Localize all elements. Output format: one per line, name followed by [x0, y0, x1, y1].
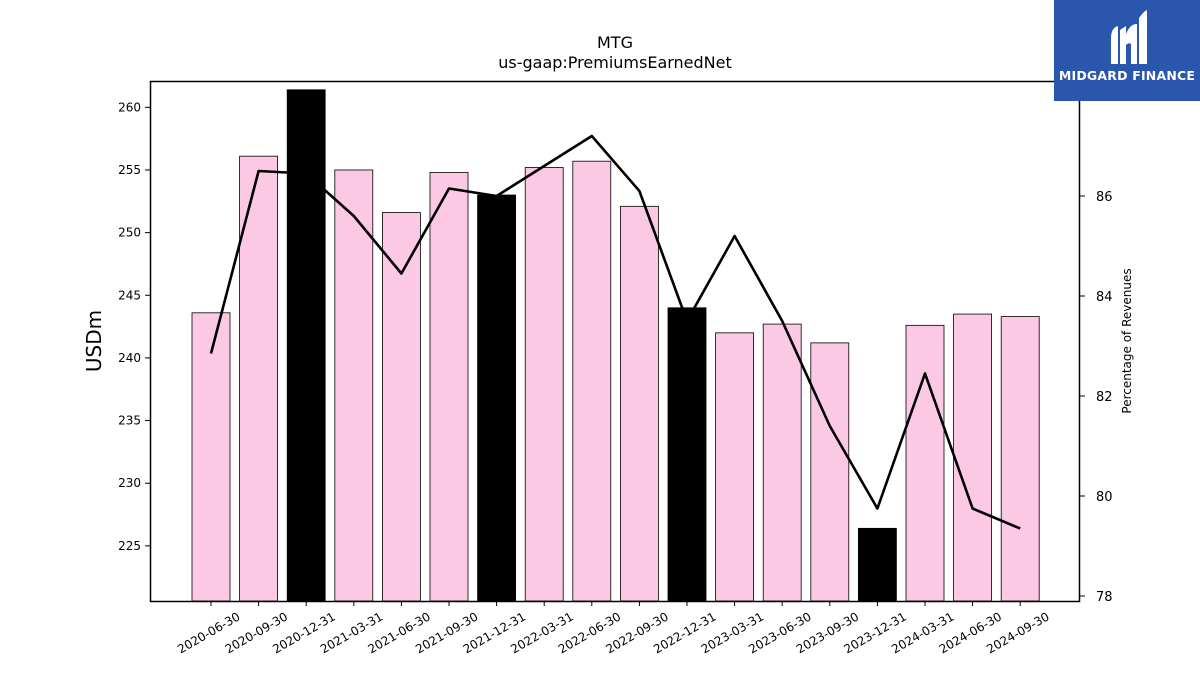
logo-text: MIDGARD FINANCE — [1058, 68, 1196, 83]
bar — [572, 160, 612, 602]
bar — [667, 307, 707, 602]
y2-tick-label: 82 — [1096, 390, 1113, 405]
logo-mark-icon — [1111, 10, 1147, 64]
y-tick-label: 260 — [118, 100, 141, 114]
x-axis: 2020-06-302020-09-302020-12-312021-03-31… — [175, 601, 1052, 656]
bar — [286, 89, 326, 602]
line-series — [209, 134, 1021, 530]
bar — [477, 194, 517, 602]
plot-frame — [149, 80, 1081, 603]
bar — [524, 167, 564, 602]
bar — [858, 527, 897, 602]
bar-group — [191, 89, 1040, 602]
y2-tick-label: 84 — [1096, 290, 1113, 305]
y-tick-label: 225 — [118, 539, 141, 553]
y-axis-label: USDm — [82, 310, 106, 372]
y-tick-label: 235 — [118, 414, 141, 428]
line-group — [209, 134, 1021, 530]
chart-title: MTG — [597, 33, 633, 52]
bar — [381, 212, 421, 602]
chart-subtitle: us-gaap:PremiumsEarnedNet — [498, 53, 732, 72]
y-tick-label: 240 — [118, 351, 141, 365]
bar — [953, 313, 992, 602]
y-tick-label: 230 — [118, 476, 141, 490]
bar — [905, 324, 945, 602]
y-tick-label: 255 — [118, 163, 141, 177]
y2-axis-label: Percentage of Revenues — [1120, 268, 1134, 413]
bar — [762, 323, 802, 602]
bar — [1000, 316, 1040, 602]
bar — [334, 169, 374, 602]
bar — [239, 155, 279, 602]
bar — [620, 205, 659, 602]
y-tick-label: 245 — [118, 288, 141, 302]
bar — [191, 312, 231, 602]
right-axis: 78 80 82 84 86 — [1080, 190, 1113, 605]
y-tick-label: 250 — [118, 226, 141, 240]
midgard-finance-logo: MIDGARD FINANCE — [1054, 0, 1200, 101]
bar — [810, 342, 850, 602]
y2-tick-label: 80 — [1096, 490, 1113, 505]
left-axis: 225 230 235 240 245 250 255 260 — [118, 100, 150, 553]
bar — [429, 172, 469, 602]
y2-tick-label: 86 — [1096, 190, 1113, 205]
y2-tick-label: 78 — [1096, 590, 1113, 605]
bar — [715, 332, 754, 602]
